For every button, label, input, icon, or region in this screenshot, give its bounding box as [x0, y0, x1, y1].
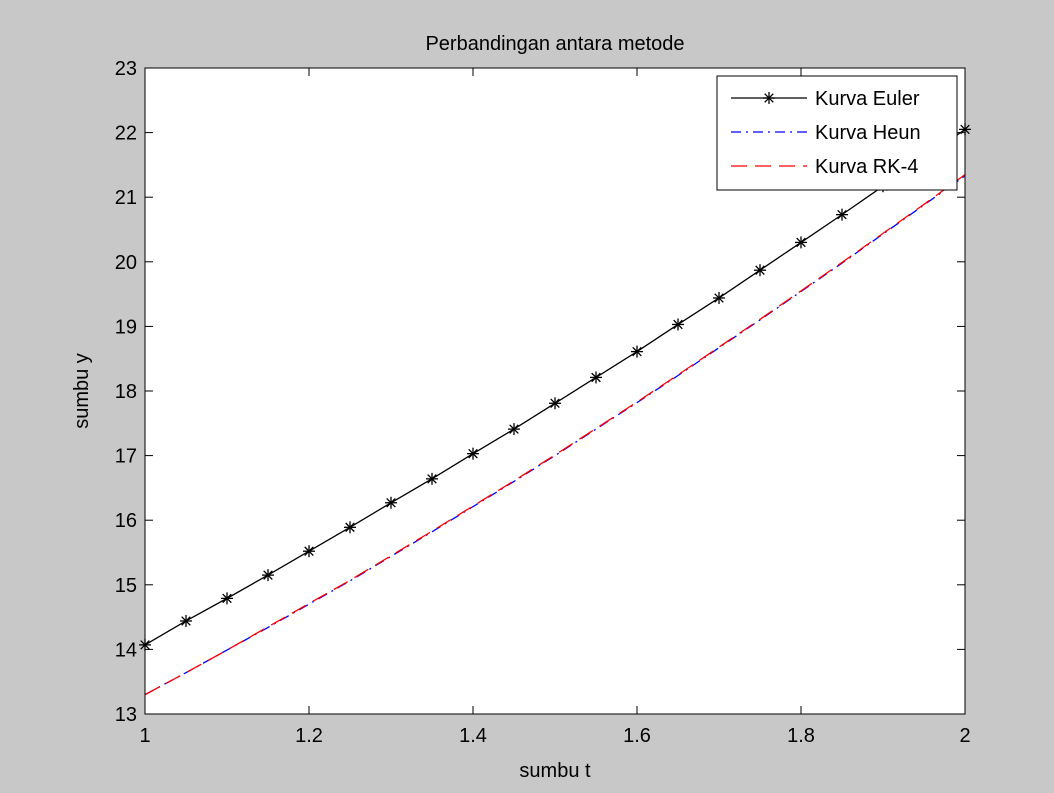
data-point-marker — [221, 592, 233, 605]
legend-entry: Kurva Heun — [731, 122, 921, 144]
legend-entry: Kurva Euler — [731, 88, 920, 110]
x-tick-label: 2 — [959, 725, 970, 747]
y-axis-label: sumbu y — [71, 353, 93, 429]
data-point-marker — [713, 291, 725, 304]
legend-label: Kurva Heun — [815, 122, 921, 144]
data-point-marker — [590, 371, 602, 384]
data-point-marker — [303, 545, 315, 558]
x-tick-label: 1.6 — [623, 725, 651, 747]
plot-frame — [144, 67, 966, 715]
y-tick-label: 20 — [115, 252, 137, 274]
y-tick-label: 18 — [115, 381, 137, 403]
y-tick-label: 19 — [115, 316, 137, 338]
y-tick-label: 17 — [115, 446, 137, 468]
legend-box — [716, 75, 958, 191]
legend-marker — [763, 92, 775, 104]
data-point-marker — [385, 496, 397, 509]
y-tick-label: 13 — [115, 704, 137, 726]
y-tick-label: 14 — [115, 639, 137, 661]
data-point-marker — [262, 569, 274, 582]
data-point-marker — [672, 318, 684, 331]
series-line-kurva-rk-4 — [144, 174, 966, 696]
chart-legend: Kurva Euler Kurva Heun Kurva RK-4 — [716, 75, 958, 191]
y-tick-label: 23 — [115, 58, 137, 80]
chart-title: Perbandingan antara metode — [425, 33, 684, 55]
x-tick-label: 1 — [139, 725, 150, 747]
y-tick-label: 22 — [115, 123, 137, 145]
data-point-marker — [754, 264, 766, 277]
data-point-marker — [344, 521, 356, 534]
y-tick-label: 15 — [115, 575, 137, 597]
y-tick-label: 16 — [115, 510, 137, 532]
legend-label: Kurva Euler — [815, 88, 920, 110]
x-axis-label: sumbu t — [519, 760, 591, 782]
data-point-marker — [180, 614, 192, 627]
x-tick-label: 1.2 — [295, 725, 323, 747]
legend-entry: Kurva RK-4 — [731, 156, 918, 178]
legend-label: Kurva RK-4 — [815, 156, 918, 178]
data-point-marker — [508, 423, 520, 436]
data-point-marker — [426, 472, 438, 485]
x-tick-label: 1.4 — [459, 725, 487, 747]
x-tick-label: 1.8 — [787, 725, 815, 747]
data-point-marker — [795, 236, 807, 249]
data-point-marker — [631, 345, 643, 358]
y-tick-label: 21 — [115, 187, 137, 209]
data-point-marker — [467, 447, 479, 460]
data-point-marker — [836, 208, 848, 221]
data-point-marker — [549, 397, 561, 410]
